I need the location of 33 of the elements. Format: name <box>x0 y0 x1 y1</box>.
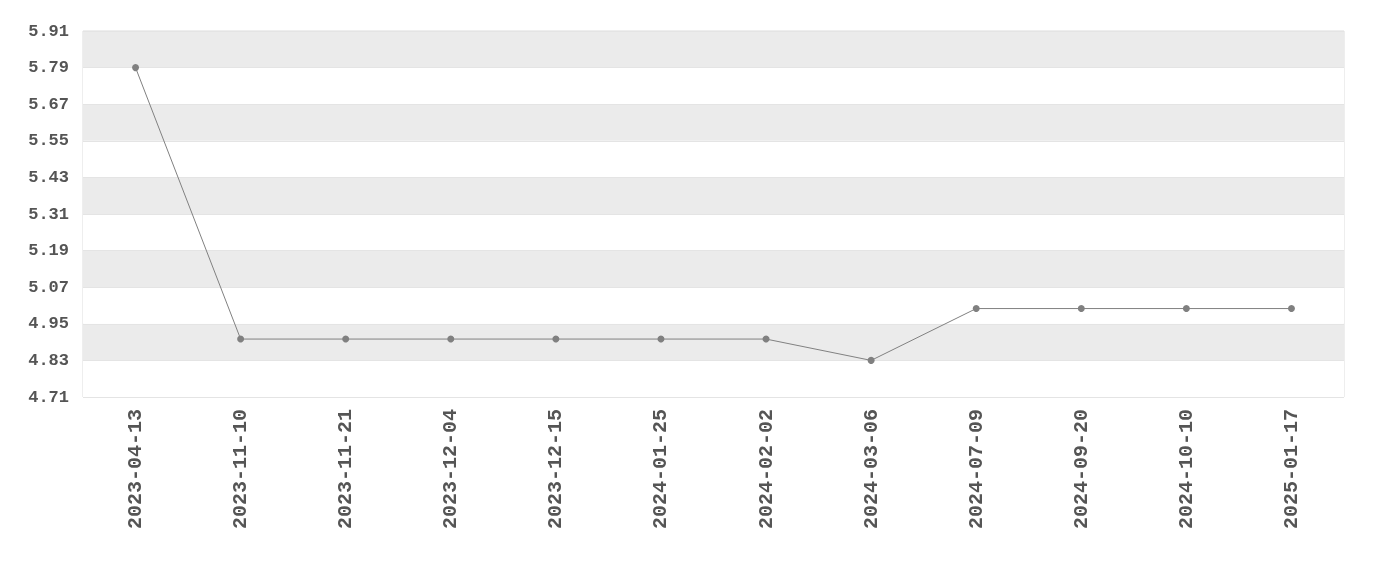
x-tick-label: 2024-09-20 <box>1069 409 1093 530</box>
x-tick-label: 2023-04-13 <box>124 409 148 530</box>
y-tick-label: 5.55 <box>28 131 69 151</box>
point <box>132 64 140 72</box>
point <box>552 335 560 343</box>
y-tick-label: 5.07 <box>28 277 69 297</box>
x-tick-label: 2025-01-17 <box>1279 409 1303 530</box>
x-tick-label: 2024-03-06 <box>859 409 883 530</box>
x-tick-label: 2023-12-04 <box>439 409 463 530</box>
x-tick-label: 2023-12-15 <box>544 409 568 530</box>
point <box>447 335 455 343</box>
x-tick-label: 2024-01-25 <box>649 409 673 530</box>
y-tick-label: 4.71 <box>28 387 69 407</box>
y-tick-label: 5.67 <box>28 94 69 114</box>
y-tick-label: 5.43 <box>28 167 69 187</box>
point <box>972 305 980 313</box>
point <box>1182 305 1190 313</box>
y-tick-label: 4.95 <box>28 314 69 334</box>
x-tick-label: 2023-11-21 <box>334 409 358 530</box>
point <box>237 335 245 343</box>
y-tick-label: 5.79 <box>28 58 69 78</box>
point <box>342 335 350 343</box>
x-tick-label: 2024-07-09 <box>964 409 988 530</box>
y-tick-label: 5.91 <box>28 21 69 41</box>
x-tick-label: 2024-02-02 <box>754 409 778 530</box>
x-tick-label: 2023-11-10 <box>229 409 253 530</box>
y-tick-label: 5.19 <box>28 241 69 261</box>
y-tick-label: 4.83 <box>28 350 69 370</box>
point <box>867 356 875 364</box>
point <box>1287 305 1295 313</box>
y-tick-label: 5.31 <box>28 204 69 224</box>
point <box>1077 305 1085 313</box>
x-tick-label: 2024-10-10 <box>1174 409 1198 530</box>
